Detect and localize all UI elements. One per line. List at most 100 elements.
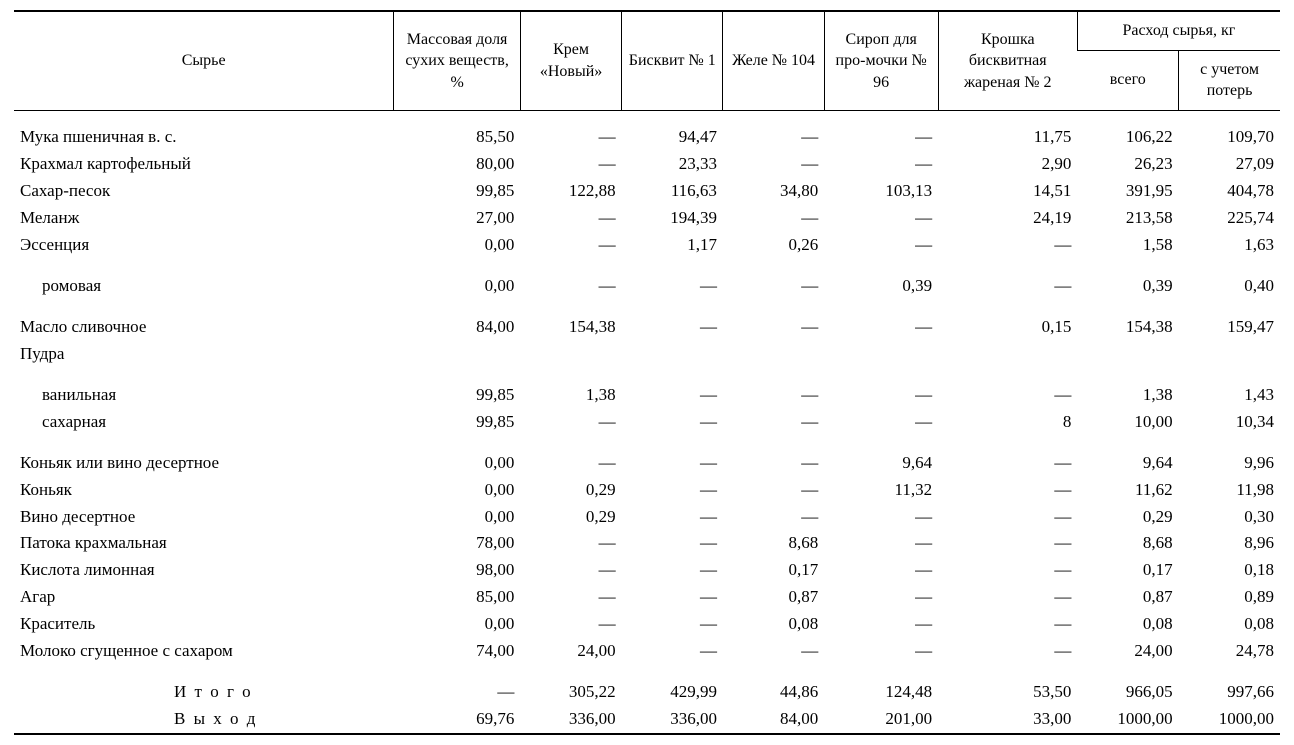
table-header: Сырье Массовая доля сухих веществ, % Кре… (14, 11, 1280, 110)
cell-value: 1,63 (1179, 232, 1280, 259)
col-biskvit: Бисквит № 1 (622, 11, 723, 110)
table-row: Коньяк0,000,29——11,32—11,6211,98 (14, 477, 1280, 504)
cell-value: — (938, 530, 1077, 557)
cell-value: — (520, 557, 621, 584)
ingredient-name: ромовая (14, 273, 394, 300)
col-zhele: Желе № 104 (723, 11, 824, 110)
cell-value: 9,64 (824, 450, 938, 477)
cell-value: 0,00 (394, 477, 521, 504)
cell-value: — (622, 504, 723, 531)
table-row: ванильная99,851,38————1,381,43 (14, 382, 1280, 409)
cell-value: 429,99 (622, 679, 723, 706)
cell-value: 74,00 (394, 638, 521, 665)
cell-value: 1,38 (520, 382, 621, 409)
cell-value: 0,29 (1077, 504, 1178, 531)
cell-value: — (824, 124, 938, 151)
cell-value: — (824, 584, 938, 611)
ingredient-name: Меланж (14, 205, 394, 232)
cell-value: 0,00 (394, 611, 521, 638)
cell-value (1179, 341, 1280, 368)
cell-value: 11,32 (824, 477, 938, 504)
cell-value: 10,34 (1179, 409, 1280, 436)
cell-value: — (824, 151, 938, 178)
cell-value: 98,00 (394, 557, 521, 584)
spacer-row (14, 665, 1280, 679)
cell-value: — (622, 450, 723, 477)
cell-value: — (723, 273, 824, 300)
ingredient-name: Крахмал картофельный (14, 151, 394, 178)
cell-value (1077, 341, 1178, 368)
cell-value: 27,00 (394, 205, 521, 232)
cell-value: — (520, 151, 621, 178)
cell-value: 1,43 (1179, 382, 1280, 409)
cell-value: — (824, 504, 938, 531)
cell-value: 69,76 (394, 706, 521, 734)
cell-value: 11,75 (938, 124, 1077, 151)
cell-value: — (938, 450, 1077, 477)
header-gap (14, 110, 1280, 124)
cell-value (824, 341, 938, 368)
cell-value: — (938, 557, 1077, 584)
cell-value: 2,90 (938, 151, 1077, 178)
cell-value: — (824, 638, 938, 665)
ingredient-name: Вино десертное (14, 504, 394, 531)
ingredients-table: Сырье Массовая доля сухих веществ, % Кре… (14, 10, 1280, 735)
cell-value: 0,00 (394, 450, 521, 477)
cell-value: 213,58 (1077, 205, 1178, 232)
cell-value: 34,80 (723, 178, 824, 205)
cell-value: — (622, 557, 723, 584)
cell-value: — (622, 638, 723, 665)
ingredient-name: Кислота лимонная (14, 557, 394, 584)
table-row: Молоко сгущенное с сахаром74,0024,00————… (14, 638, 1280, 665)
cell-value: — (622, 273, 723, 300)
cell-value: 99,85 (394, 409, 521, 436)
cell-value: — (824, 314, 938, 341)
cell-value: 0,08 (723, 611, 824, 638)
cell-value: 1,17 (622, 232, 723, 259)
spacer-row (14, 368, 1280, 382)
cell-value: 1000,00 (1077, 706, 1178, 734)
cell-value: 0,15 (938, 314, 1077, 341)
cell-value: — (622, 382, 723, 409)
ingredient-name: В ы х о д (14, 706, 394, 734)
cell-value: — (824, 409, 938, 436)
spacer-row (14, 300, 1280, 314)
ingredient-name: Патока крахмальная (14, 530, 394, 557)
cell-value: 194,39 (622, 205, 723, 232)
ingredient-name: Сахар-песок (14, 178, 394, 205)
cell-value: 0,08 (1077, 611, 1178, 638)
cell-value: 0,39 (1077, 273, 1178, 300)
cell-value: 404,78 (1179, 178, 1280, 205)
cell-value: — (824, 530, 938, 557)
cell-value: 122,88 (520, 178, 621, 205)
cell-value: — (520, 205, 621, 232)
summary-row: В ы х о д69,76336,00336,0084,00201,0033,… (14, 706, 1280, 734)
ingredient-name: Молоко сгущенное с сахаром (14, 638, 394, 665)
cell-value: — (938, 273, 1077, 300)
table-row: Патока крахмальная78,00——8,68——8,688,96 (14, 530, 1280, 557)
cell-value: 1,58 (1077, 232, 1178, 259)
cell-value: 0,39 (824, 273, 938, 300)
cell-value: 24,00 (520, 638, 621, 665)
cell-value: — (938, 611, 1077, 638)
cell-value: 26,23 (1077, 151, 1178, 178)
cell-value: 0,17 (723, 557, 824, 584)
cell-value: 14,51 (938, 178, 1077, 205)
cell-value (938, 341, 1077, 368)
cell-value: 27,09 (1179, 151, 1280, 178)
cell-value: 1000,00 (1179, 706, 1280, 734)
cell-value: 8,68 (723, 530, 824, 557)
col-krem: Крем «Новый» (520, 11, 621, 110)
cell-value: 109,70 (1179, 124, 1280, 151)
ingredient-name: Агар (14, 584, 394, 611)
cell-value: 116,63 (622, 178, 723, 205)
cell-value: — (938, 382, 1077, 409)
cell-value: — (723, 124, 824, 151)
table-row: Вино десертное0,000,29————0,290,30 (14, 504, 1280, 531)
col-mass: Массовая доля сухих веществ, % (394, 11, 521, 110)
col-poter: с учетом потерь (1179, 50, 1280, 110)
cell-value: — (938, 477, 1077, 504)
cell-value: — (622, 530, 723, 557)
cell-value: — (520, 450, 621, 477)
cell-value: 53,50 (938, 679, 1077, 706)
